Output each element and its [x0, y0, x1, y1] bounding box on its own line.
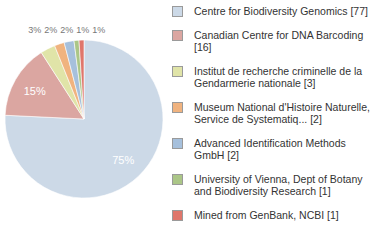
legend-entry: Advanced Identification Methods GmbH [2] — [172, 137, 376, 161]
slice — [74, 40, 84, 119]
legend-swatch — [172, 6, 183, 17]
data-label: 15% — [24, 85, 46, 97]
slice — [79, 40, 84, 119]
legend-label: Canadian Centre for DNA Barcoding [16] — [194, 29, 363, 53]
legend-label: Institut de recherche criminelle de la G… — [194, 65, 362, 89]
slice — [5, 40, 163, 198]
data-label: 1% — [92, 25, 105, 35]
legend-entry: Mined from GenBank, NCBI [1] — [172, 209, 376, 221]
legend-swatch — [172, 30, 183, 41]
legend-entry: University of Vienna, Dept of Botany and… — [172, 173, 376, 197]
legend-swatch — [172, 210, 183, 221]
legend: Centre for Biodiversity Genomics [77] Can… — [172, 5, 376, 233]
slices — [5, 40, 163, 198]
legend-swatch — [172, 66, 183, 77]
data-label: 2% — [44, 25, 57, 35]
data-label: 1% — [76, 25, 89, 35]
legend-swatch — [172, 102, 183, 113]
data-label: 75% — [112, 154, 134, 166]
legend-entry: Museum National d'Histoire Naturelle, Se… — [172, 101, 376, 125]
data-label: 3% — [28, 25, 41, 35]
data-label: 2% — [60, 25, 73, 35]
legend-swatch — [172, 174, 183, 185]
pie-chart: 75%15%3%2%2%1%1% — [0, 0, 170, 240]
slice — [64, 41, 84, 119]
legend-label: Mined from GenBank, NCBI [1] — [194, 209, 339, 221]
legend-label: Advanced Identification Methods GmbH [2] — [194, 137, 346, 161]
legend-entry: Canadian Centre for DNA Barcoding [16] — [172, 29, 376, 53]
data-labels: 75%15%3%2%2%1%1% — [24, 25, 135, 166]
legend-label: Museum National d'Histoire Naturelle, Se… — [194, 101, 370, 125]
legend-entry: Centre for Biodiversity Genomics [77] — [172, 5, 376, 17]
legend-swatch — [172, 138, 183, 149]
legend-label: Centre for Biodiversity Genomics [77] — [194, 5, 368, 17]
legend-label: University of Vienna, Dept of Botany and… — [194, 173, 362, 197]
legend-entry: Institut de recherche criminelle de la G… — [172, 65, 376, 89]
